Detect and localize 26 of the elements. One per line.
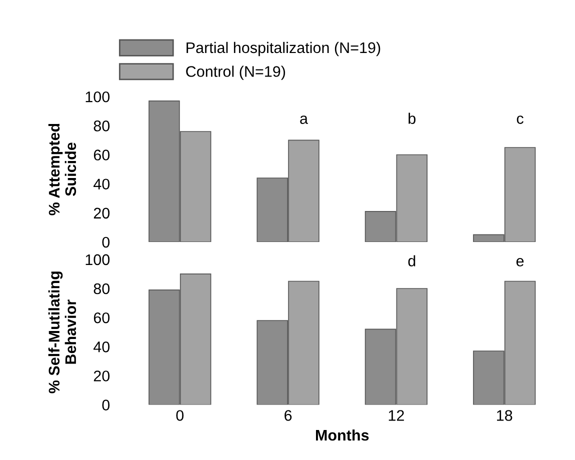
legend-label: Partial hospitalization (N=19) <box>186 42 380 56</box>
y-tick-label: 0 <box>102 236 110 248</box>
x-tick-label: 0 <box>176 410 184 421</box>
x-tick-label: 12 <box>388 410 404 421</box>
y-tick-label: 20 <box>94 208 110 219</box>
y-tick-label: 0 <box>102 400 110 410</box>
y-tick-label: 20 <box>94 370 110 382</box>
y-tick-label: 60 <box>94 312 110 324</box>
x-axis-title: Months <box>316 429 369 441</box>
annotation: e <box>516 258 524 266</box>
y-tick-label: 40 <box>94 178 110 190</box>
y-tick-label: 80 <box>94 120 110 132</box>
annotation: c <box>516 116 524 124</box>
y-axis-title: % Self-Mutilating Behavior <box>48 272 76 394</box>
y-tick-label: 100 <box>86 91 110 102</box>
y-axis-title: % Attempted Suicide <box>48 124 76 216</box>
annotation: d <box>408 255 416 266</box>
x-tick-label: 6 <box>284 410 292 421</box>
y-tick-label: 80 <box>94 283 110 294</box>
y-tick-label: 100 <box>86 254 110 266</box>
annotation: b <box>408 112 416 124</box>
y-tick-label: 60 <box>94 150 110 160</box>
y-tick-label: 40 <box>94 342 110 352</box>
x-tick-label: 18 <box>497 410 512 421</box>
legend-label: Control (N=19) <box>186 66 286 80</box>
annotation: a <box>300 116 308 124</box>
